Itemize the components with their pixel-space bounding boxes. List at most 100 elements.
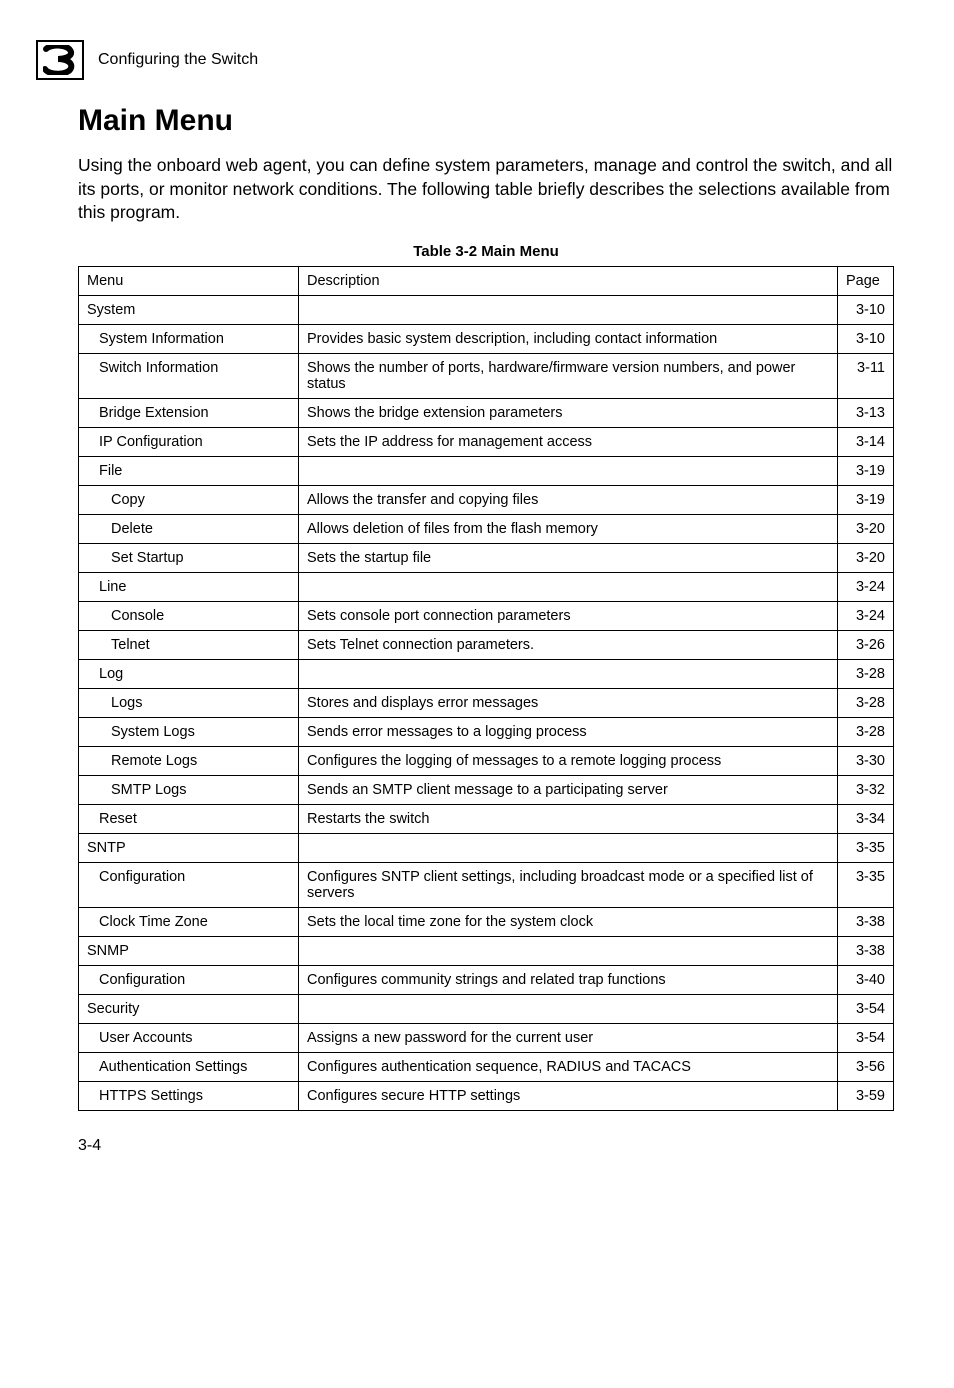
menu-cell: System Information	[79, 324, 299, 353]
description-cell: Configures the logging of messages to a …	[299, 746, 838, 775]
page-cell: 3-11	[838, 353, 894, 398]
menu-cell: Delete	[79, 514, 299, 543]
chapter-number-badge	[36, 40, 84, 80]
page-cell: 3-19	[838, 456, 894, 485]
menu-cell: Switch Information	[79, 353, 299, 398]
description-cell: Allows deletion of files from the flash …	[299, 514, 838, 543]
description-cell: Allows the transfer and copying files	[299, 485, 838, 514]
menu-cell: SMTP Logs	[79, 775, 299, 804]
description-cell: Configures community strings and related…	[299, 965, 838, 994]
description-cell: Restarts the switch	[299, 804, 838, 833]
description-cell	[299, 295, 838, 324]
menu-cell: Configuration	[79, 965, 299, 994]
menu-cell: SNMP	[79, 936, 299, 965]
table-row: Security 3-54	[79, 994, 894, 1023]
description-cell: Stores and displays error messages	[299, 688, 838, 717]
menu-cell: SNTP	[79, 833, 299, 862]
page-cell: 3-54	[838, 994, 894, 1023]
menu-cell: Bridge Extension	[79, 398, 299, 427]
chapter-header: Configuring the Switch	[36, 40, 894, 80]
chapter-number-icon	[43, 45, 77, 75]
table-row: CopyAllows the transfer and copying file…	[79, 485, 894, 514]
page-cell: 3-20	[838, 514, 894, 543]
description-cell	[299, 456, 838, 485]
description-cell: Sends an SMTP client message to a partic…	[299, 775, 838, 804]
table-row: ConfigurationConfigures community string…	[79, 965, 894, 994]
menu-cell: System Logs	[79, 717, 299, 746]
page-cell: 3-59	[838, 1081, 894, 1110]
description-cell: Shows the number of ports, hardware/firm…	[299, 353, 838, 398]
col-header-description: Description	[299, 266, 838, 295]
table-row: IP ConfigurationSets the IP address for …	[79, 427, 894, 456]
menu-cell: Telnet	[79, 630, 299, 659]
intro-paragraph: Using the onboard web agent, you can def…	[78, 154, 894, 225]
page-cell: 3-13	[838, 398, 894, 427]
table-row: SNMP3-38	[79, 936, 894, 965]
page-title: Main Menu	[78, 104, 894, 138]
menu-cell: Remote Logs	[79, 746, 299, 775]
page-cell: 3-24	[838, 572, 894, 601]
description-cell: Sets the local time zone for the system …	[299, 907, 838, 936]
menu-cell: Console	[79, 601, 299, 630]
table-row: TelnetSets Telnet connection parameters.…	[79, 630, 894, 659]
table-row: SNTP 3-35	[79, 833, 894, 862]
table-row: Switch InformationShows the number of po…	[79, 353, 894, 398]
table-row: DeleteAllows deletion of files from the …	[79, 514, 894, 543]
page-cell: 3-34	[838, 804, 894, 833]
table-header-row: Menu Description Page	[79, 266, 894, 295]
page-cell: 3-38	[838, 907, 894, 936]
page-cell: 3-35	[838, 833, 894, 862]
table-row: Clock Time ZoneSets the local time zone …	[79, 907, 894, 936]
page-cell: 3-28	[838, 717, 894, 746]
page-cell: 3-35	[838, 862, 894, 907]
description-cell: Configures SNTP client settings, includi…	[299, 862, 838, 907]
page-cell: 3-56	[838, 1052, 894, 1081]
table-row: System LogsSends error messages to a log…	[79, 717, 894, 746]
description-cell: Sets the startup file	[299, 543, 838, 572]
table-row: Authentication SettingsConfigures authen…	[79, 1052, 894, 1081]
menu-cell: Line	[79, 572, 299, 601]
menu-cell: Configuration	[79, 862, 299, 907]
table-row: Bridge ExtensionShows the bridge extensi…	[79, 398, 894, 427]
page-cell: 3-19	[838, 485, 894, 514]
description-cell: Assigns a new password for the current u…	[299, 1023, 838, 1052]
footer-page-number: 3-4	[78, 1137, 894, 1155]
description-cell: Sets Telnet connection parameters.	[299, 630, 838, 659]
table-row: Line 3-24	[79, 572, 894, 601]
menu-cell: User Accounts	[79, 1023, 299, 1052]
table-row: HTTPS SettingsConfigures secure HTTP set…	[79, 1081, 894, 1110]
description-cell	[299, 572, 838, 601]
menu-cell: Copy	[79, 485, 299, 514]
chapter-label: Configuring the Switch	[98, 51, 258, 69]
col-header-page: Page	[838, 266, 894, 295]
table-row: Set StartupSets the startup file3-20	[79, 543, 894, 572]
page-cell: 3-40	[838, 965, 894, 994]
table-body: System3-10System InformationProvides bas…	[79, 295, 894, 1110]
page-cell: 3-28	[838, 659, 894, 688]
page-cell: 3-28	[838, 688, 894, 717]
table-row: ResetRestarts the switch3-34	[79, 804, 894, 833]
menu-cell: Security	[79, 994, 299, 1023]
description-cell	[299, 936, 838, 965]
table-row: Remote LogsConfigures the logging of mes…	[79, 746, 894, 775]
menu-cell: Clock Time Zone	[79, 907, 299, 936]
table-row: System InformationProvides basic system …	[79, 324, 894, 353]
page-cell: 3-32	[838, 775, 894, 804]
page-cell: 3-24	[838, 601, 894, 630]
description-cell	[299, 994, 838, 1023]
description-cell: Configures secure HTTP settings	[299, 1081, 838, 1110]
menu-cell: Set Startup	[79, 543, 299, 572]
page-cell: 3-10	[838, 295, 894, 324]
menu-cell: IP Configuration	[79, 427, 299, 456]
page-cell: 3-14	[838, 427, 894, 456]
description-cell: Sends error messages to a logging proces…	[299, 717, 838, 746]
main-menu-table: Menu Description Page System3-10System I…	[78, 266, 894, 1111]
table-row: LogsStores and displays error messages3-…	[79, 688, 894, 717]
description-cell: Sets the IP address for management acces…	[299, 427, 838, 456]
page: Configuring the Switch Main Menu Using t…	[0, 0, 954, 1195]
menu-cell: Reset	[79, 804, 299, 833]
menu-cell: File	[79, 456, 299, 485]
table-row: File 3-19	[79, 456, 894, 485]
page-cell: 3-10	[838, 324, 894, 353]
menu-cell: Logs	[79, 688, 299, 717]
